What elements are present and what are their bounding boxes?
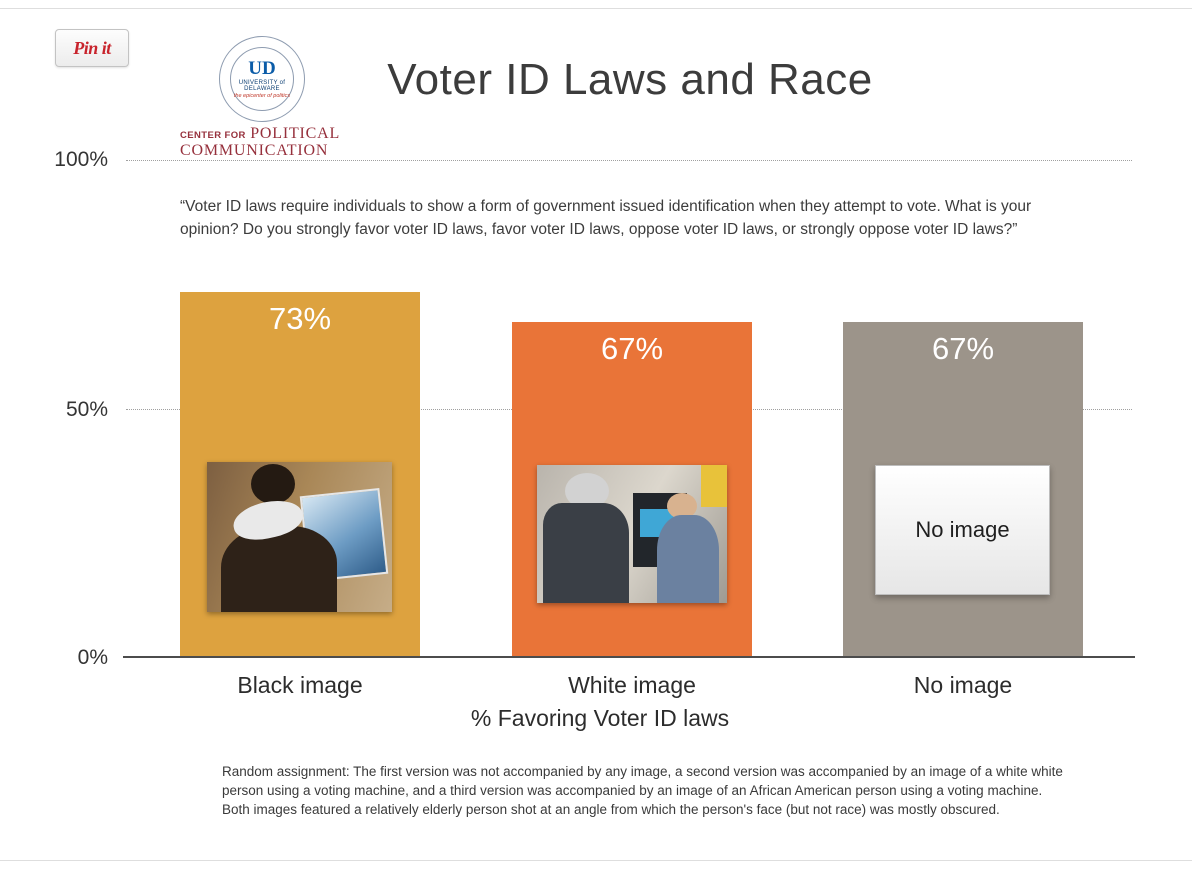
pin-it-label: Pin it xyxy=(73,37,111,58)
category-label-no-image: No image xyxy=(913,672,1013,698)
person-shape xyxy=(667,493,697,519)
black-voter-photo xyxy=(207,462,392,612)
bar-value-label: 67% xyxy=(931,331,995,366)
no-image-placeholder-box: No image xyxy=(875,465,1050,595)
plot-area: 73% 67% 67% No image xyxy=(123,160,1135,658)
bar-value-label: 73% xyxy=(268,301,332,336)
gridline-100 xyxy=(126,160,1132,161)
pinterest-pin-it-button[interactable]: Pin it xyxy=(55,29,129,67)
person-shape xyxy=(221,526,337,612)
x-axis-title: % Favoring Voter ID laws xyxy=(470,705,730,731)
category-label-black-image: Black image xyxy=(237,672,363,698)
ud-monogram: UD xyxy=(248,58,276,79)
person-shape xyxy=(251,464,295,504)
cpc-word-communication: COMMUNICATION xyxy=(180,142,329,159)
no-image-label: No image xyxy=(915,517,1010,542)
y-tick-0: 0% xyxy=(77,646,108,669)
university-of-delaware-logo: UD UNIVERSITY of DELAWARE the epicenter … xyxy=(219,36,305,122)
white-voter-photo xyxy=(537,465,727,603)
center-for-political-communication-wordmark: CENTER FOR POLITICAL COMMUNICATION xyxy=(180,125,340,160)
ud-epicenter-text: the epicenter of politics xyxy=(233,93,291,99)
ud-university-text: UNIVERSITY of DELAWARE xyxy=(238,80,286,92)
methodology-footnote: Random assignment: The first version was… xyxy=(222,764,1063,818)
ud-logo-inner-ring: UD UNIVERSITY of DELAWARE the epicenter … xyxy=(230,47,294,111)
top-divider xyxy=(0,8,1192,9)
cpc-word-political: POLITICAL xyxy=(250,125,341,142)
background-object-shape xyxy=(701,465,727,507)
y-tick-100: 100% xyxy=(54,148,108,171)
y-tick-50: 50% xyxy=(65,398,108,421)
cpc-prefix: CENTER FOR xyxy=(180,130,246,141)
person-shape xyxy=(657,515,719,603)
survey-question-text: “Voter ID laws require individuals to sh… xyxy=(180,198,1032,239)
x-axis-line xyxy=(123,656,1135,658)
chart-title: Voter ID Laws and Race xyxy=(387,55,873,104)
bar-value-label: 67% xyxy=(600,331,664,366)
category-label-white-image: White image xyxy=(568,672,696,698)
bottom-divider xyxy=(0,860,1192,861)
person-shape xyxy=(543,503,629,603)
